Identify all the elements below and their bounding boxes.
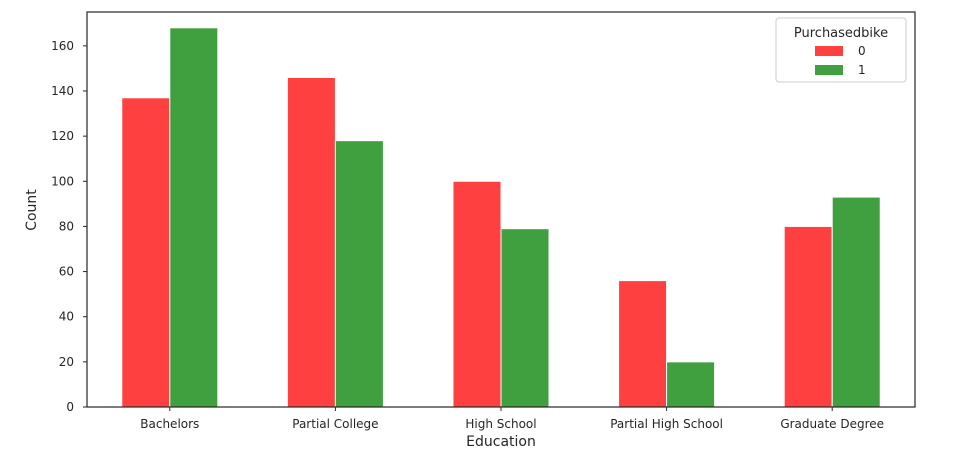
y-tick-label: 120 xyxy=(51,129,74,143)
x-axis-ticks: Bachelors Partial College High School Parti… xyxy=(140,407,884,431)
y-tick-label: 20 xyxy=(59,355,74,369)
x-tick-label: Graduate Degree xyxy=(780,417,884,431)
x-tick-label: Partial High School xyxy=(610,417,723,431)
legend-swatch-series-1 xyxy=(815,65,843,75)
legend: Purchasedbike 0 1 xyxy=(775,17,907,83)
bar-bachelors-series-1 xyxy=(169,27,219,408)
x-axis-title: Education xyxy=(466,434,536,450)
x-tick-label: Bachelors xyxy=(140,417,199,431)
x-tick-label: Partial College xyxy=(292,417,378,431)
legend-title: Purchasedbike xyxy=(794,26,888,41)
x-tick-label: High School xyxy=(465,417,536,431)
y-tick-label: 100 xyxy=(51,174,74,188)
y-axis-title: Count xyxy=(24,189,40,231)
legend-label-series-0: 0 xyxy=(858,44,866,58)
y-tick-label: 80 xyxy=(59,219,74,233)
legend-swatch-series-0 xyxy=(815,46,843,56)
legend-label-series-1: 1 xyxy=(858,63,866,77)
bar-partial-high-school-series-0 xyxy=(618,280,668,408)
y-tick-label: 0 xyxy=(66,400,74,414)
y-tick-label: 40 xyxy=(59,310,74,324)
bar-partial-college-series-1 xyxy=(334,140,384,408)
bars-layer xyxy=(121,27,881,408)
bar-partial-college-series-0 xyxy=(286,76,336,408)
bar-high-school-series-0 xyxy=(452,180,502,408)
bar-graduate-degree-series-0 xyxy=(783,225,833,408)
bar-graduate-degree-series-1 xyxy=(831,196,881,408)
bar-partial-high-school-series-1 xyxy=(666,361,716,408)
y-tick-label: 160 xyxy=(51,39,74,53)
bar-high-school-series-1 xyxy=(500,228,550,408)
y-axis-ticks: 0 20 40 60 80 100 120 140 160 xyxy=(51,39,87,414)
y-tick-label: 140 xyxy=(51,84,74,98)
y-tick-label: 60 xyxy=(59,265,74,279)
bar-bachelors-series-0 xyxy=(121,97,171,408)
